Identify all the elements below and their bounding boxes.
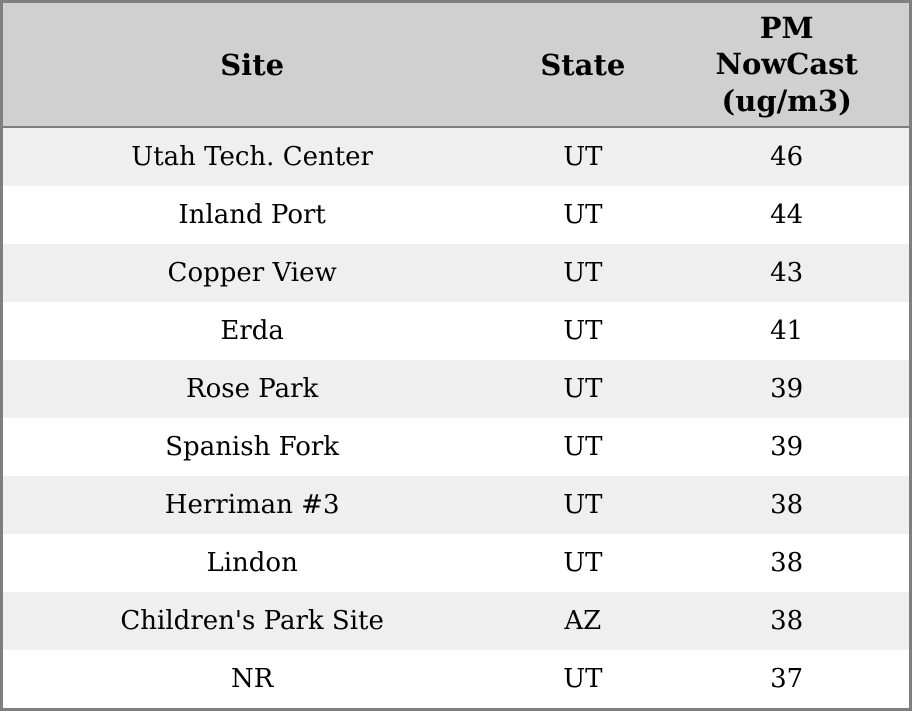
pm-nowcast-cell: 38 [770,606,804,636]
column-header-state: State [540,47,626,82]
table-row: NR UT 37 [3,650,909,708]
state-cell: AZ [564,606,602,636]
site-cell: Spanish Fork [165,432,340,462]
table-row: Children's Park Site AZ 38 [3,592,909,650]
pm-nowcast-cell: 44 [770,200,804,230]
pm-nowcast-cell: 38 [770,548,804,578]
state-cell: UT [563,374,603,404]
table-body: Utah Tech. Center UT 46 Inland Port UT 44 Copp… [3,128,909,708]
pm-nowcast-cell: 46 [770,142,804,172]
site-cell: Erda [220,316,284,346]
site-cell: NR [230,664,274,694]
site-cell: Utah Tech. Center [131,142,373,172]
table-row: Rose Park UT 39 [3,360,909,418]
pm-nowcast-cell: 39 [770,374,804,404]
state-cell: UT [563,142,603,172]
site-cell: Lindon [206,548,298,578]
pm-nowcast-cell: 41 [770,316,804,346]
table-row: Inland Port UT 44 [3,186,909,244]
state-cell: UT [563,664,603,694]
site-cell: Rose Park [186,374,319,404]
column-header-pm-nowcast: PM NowCast (ug/m3) [664,10,909,119]
state-cell: UT [563,432,603,462]
table-row: Erda UT 41 [3,302,909,360]
column-header-pm-nowcast-label: PM NowCast (ug/m3) [715,11,858,118]
site-cell: Children's Park Site [120,606,384,636]
state-cell: UT [563,258,603,288]
state-cell: UT [563,490,603,520]
pm-nowcast-cell: 43 [770,258,804,288]
state-cell: UT [563,316,603,346]
column-header-site: Site [220,47,285,82]
pm-nowcast-cell: 39 [770,432,804,462]
pm-nowcast-cell: 38 [770,490,804,520]
table-row: Copper View UT 43 [3,244,909,302]
state-cell: UT [563,200,603,230]
site-cell: Copper View [167,258,337,288]
site-cell: Herriman #3 [164,490,340,520]
table-row: Herriman #3 UT 38 [3,476,909,534]
pm-nowcast-cell: 37 [770,664,804,694]
table-row: Lindon UT 38 [3,534,909,592]
site-cell: Inland Port [178,200,326,230]
table-row: Utah Tech. Center UT 46 [3,128,909,186]
table-header-row: Site State PM NowCast (ug/m3) [3,3,909,128]
table-row: Spanish Fork UT 39 [3,418,909,476]
state-cell: UT [563,548,603,578]
